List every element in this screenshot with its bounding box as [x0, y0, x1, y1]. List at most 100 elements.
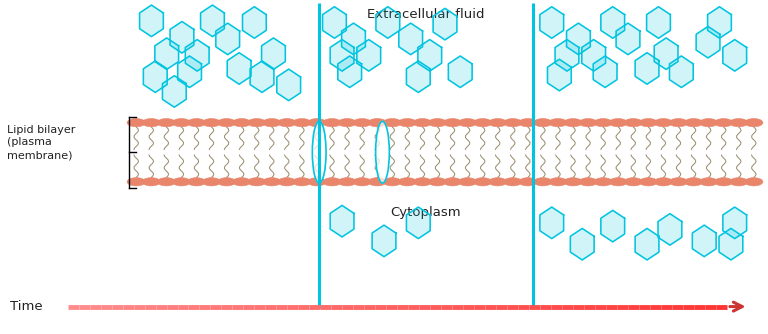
Ellipse shape	[293, 119, 311, 127]
Ellipse shape	[730, 178, 748, 186]
Ellipse shape	[594, 119, 612, 127]
Polygon shape	[227, 53, 251, 84]
Polygon shape	[155, 38, 179, 69]
Ellipse shape	[398, 178, 416, 186]
Polygon shape	[170, 21, 194, 53]
Ellipse shape	[639, 119, 657, 127]
Text: Time: Time	[11, 300, 43, 313]
Polygon shape	[601, 7, 624, 38]
Ellipse shape	[579, 178, 598, 186]
Polygon shape	[140, 5, 164, 37]
Polygon shape	[185, 39, 209, 71]
Ellipse shape	[714, 119, 733, 127]
Polygon shape	[548, 59, 571, 91]
Ellipse shape	[142, 178, 161, 186]
Polygon shape	[330, 39, 354, 71]
Polygon shape	[449, 56, 472, 88]
Ellipse shape	[368, 119, 386, 127]
Polygon shape	[163, 76, 186, 107]
Ellipse shape	[488, 119, 507, 127]
Ellipse shape	[429, 178, 447, 186]
Polygon shape	[262, 38, 286, 69]
Ellipse shape	[443, 178, 462, 186]
Ellipse shape	[233, 119, 251, 127]
Ellipse shape	[172, 119, 190, 127]
Polygon shape	[372, 225, 396, 257]
Ellipse shape	[217, 178, 236, 186]
Ellipse shape	[594, 178, 612, 186]
Ellipse shape	[323, 119, 341, 127]
Ellipse shape	[624, 178, 642, 186]
Ellipse shape	[639, 178, 657, 186]
Ellipse shape	[187, 178, 206, 186]
Ellipse shape	[263, 119, 281, 127]
Ellipse shape	[142, 119, 161, 127]
Polygon shape	[654, 38, 678, 69]
Ellipse shape	[518, 119, 537, 127]
Ellipse shape	[670, 119, 687, 127]
Ellipse shape	[534, 119, 552, 127]
Ellipse shape	[670, 178, 687, 186]
Text: Cytoplasm: Cytoplasm	[391, 206, 462, 219]
Polygon shape	[635, 228, 659, 260]
Ellipse shape	[534, 178, 552, 186]
Ellipse shape	[700, 178, 718, 186]
Ellipse shape	[338, 119, 356, 127]
Polygon shape	[723, 39, 746, 71]
Ellipse shape	[127, 178, 145, 186]
Ellipse shape	[654, 178, 673, 186]
Polygon shape	[433, 8, 457, 40]
Polygon shape	[406, 207, 430, 238]
Ellipse shape	[443, 119, 462, 127]
Polygon shape	[216, 23, 240, 55]
Ellipse shape	[654, 119, 673, 127]
Ellipse shape	[458, 178, 477, 186]
Ellipse shape	[353, 178, 371, 186]
Polygon shape	[582, 39, 605, 71]
Polygon shape	[276, 69, 300, 101]
Polygon shape	[330, 205, 354, 237]
Ellipse shape	[203, 178, 220, 186]
Ellipse shape	[564, 178, 582, 186]
Ellipse shape	[624, 119, 642, 127]
Polygon shape	[616, 23, 640, 55]
Ellipse shape	[745, 178, 763, 186]
Ellipse shape	[172, 178, 190, 186]
Ellipse shape	[549, 178, 567, 186]
Polygon shape	[144, 61, 167, 93]
Ellipse shape	[308, 178, 326, 186]
Ellipse shape	[413, 178, 432, 186]
Ellipse shape	[579, 119, 598, 127]
Polygon shape	[593, 56, 617, 88]
Polygon shape	[243, 7, 266, 38]
Polygon shape	[696, 26, 720, 58]
Polygon shape	[540, 207, 564, 238]
Ellipse shape	[383, 119, 402, 127]
Ellipse shape	[157, 119, 175, 127]
Ellipse shape	[730, 119, 748, 127]
Polygon shape	[406, 61, 430, 93]
Polygon shape	[719, 228, 743, 260]
Text: Extracellular fluid: Extracellular fluid	[367, 8, 485, 21]
Ellipse shape	[398, 119, 416, 127]
Ellipse shape	[323, 178, 341, 186]
Polygon shape	[342, 23, 366, 55]
Ellipse shape	[368, 178, 386, 186]
Text: Lipid bilayer
(plasma
membrane): Lipid bilayer (plasma membrane)	[7, 125, 75, 160]
Ellipse shape	[157, 178, 175, 186]
Polygon shape	[376, 7, 399, 38]
Polygon shape	[250, 61, 274, 93]
Polygon shape	[707, 7, 731, 38]
Polygon shape	[571, 228, 594, 260]
Ellipse shape	[233, 178, 251, 186]
Ellipse shape	[127, 119, 145, 127]
Ellipse shape	[247, 178, 266, 186]
Ellipse shape	[187, 119, 206, 127]
Ellipse shape	[376, 121, 389, 183]
Ellipse shape	[745, 119, 763, 127]
Ellipse shape	[338, 178, 356, 186]
Ellipse shape	[217, 119, 236, 127]
Polygon shape	[670, 56, 694, 88]
Ellipse shape	[474, 119, 492, 127]
Ellipse shape	[504, 119, 522, 127]
